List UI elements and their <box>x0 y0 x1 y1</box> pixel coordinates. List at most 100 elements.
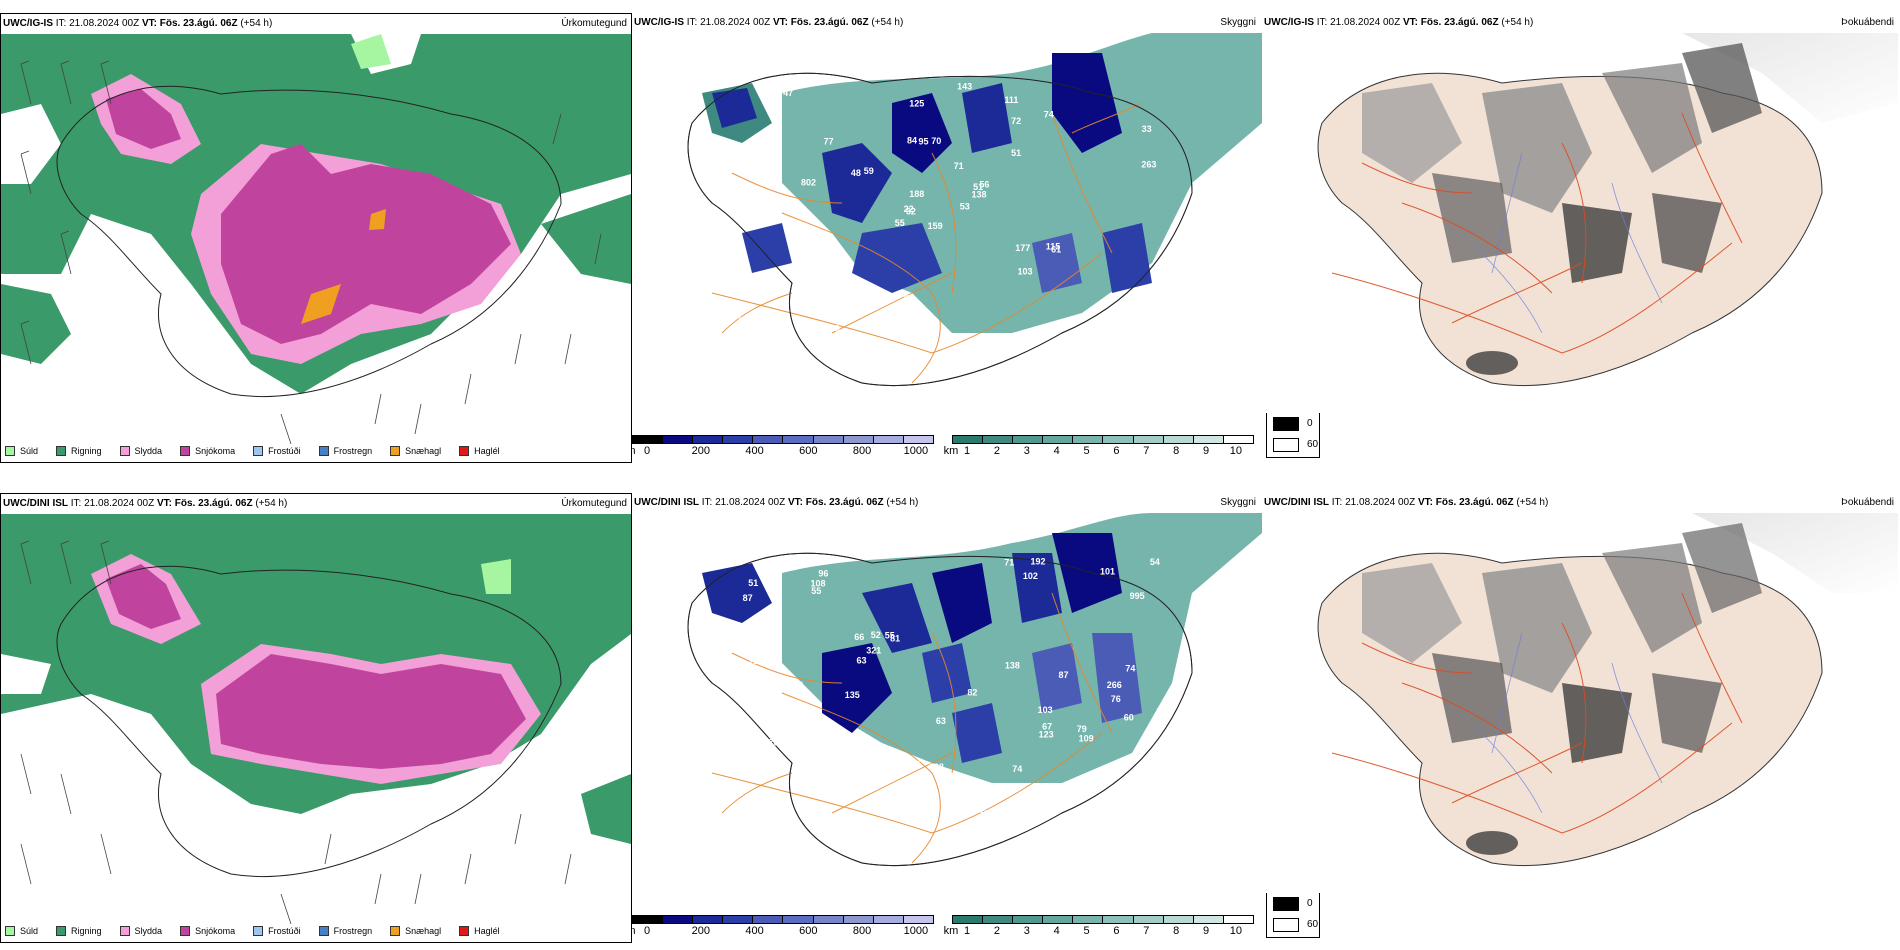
visibility-value: 62 <box>773 276 783 286</box>
visibility-map-2: 1037680968155127102665587465157627463825… <box>687 513 1262 866</box>
colorbar-tick: 2 <box>993 445 1001 457</box>
visibility-value: 190 <box>765 133 780 143</box>
colorbar-tick: 400 <box>745 445 764 457</box>
visibility-value: 67 <box>1042 722 1052 732</box>
colorbar-cell <box>663 916 694 923</box>
visibility-labels-1: 159 52 62 78 51 95 111 70 72 53 47 60 49 33 55 51 35 84 71… <box>705 81 1156 342</box>
colorbar-tick: 5 <box>1083 925 1090 937</box>
visibility-value: 63 <box>936 716 946 726</box>
colorbar-tick: 9 <box>1202 445 1210 457</box>
visibility-value: 55 <box>1064 782 1074 792</box>
visibility-value: 82 <box>967 688 977 698</box>
cloud-map-1 <box>1317 33 1898 386</box>
visibility-value: 62 <box>906 207 916 217</box>
colorbar-tick: 600 <box>799 445 818 457</box>
colorbar-tick: 600 <box>799 925 818 937</box>
colorbar-cell <box>903 916 933 923</box>
visibility-value: 96 <box>818 569 828 579</box>
visibility-value: 177 <box>1015 243 1030 253</box>
visibility-value: 187 <box>743 333 758 343</box>
visibility-value: 74 <box>1125 663 1135 673</box>
colorbar-cell <box>1193 916 1224 923</box>
visibility-value: 123 <box>1039 730 1054 740</box>
visibility-value: 269 <box>1128 299 1143 309</box>
visibility-value: 84 <box>907 136 917 146</box>
visibility-value: 317 <box>727 752 742 762</box>
visibility-value: 103 <box>1018 267 1033 277</box>
precip-map-1 <box>1 34 631 454</box>
visibility-value: 87 <box>743 593 753 603</box>
visibility-value: 97 <box>796 730 806 740</box>
visibility-value: 49 <box>758 191 768 201</box>
colorbar-cell <box>1193 436 1224 443</box>
colorbar-cell <box>633 916 664 923</box>
visibility-value: 321 <box>866 645 881 655</box>
visibility-value: 99 <box>904 293 914 303</box>
panel-header: UWC/DINI ISL IT: 21.08.2024 00Z VT: Fös.… <box>3 498 288 509</box>
colorbar-cell <box>1163 436 1194 443</box>
legend-item-sudd: Súld <box>5 446 38 456</box>
visibility-value: 341 <box>705 169 720 179</box>
visibility-value: 103 <box>1038 705 1053 715</box>
visibility-value: 71 <box>954 161 964 171</box>
colorbar-cell <box>1073 436 1104 443</box>
legend-item-slydda: Slydda <box>119 446 162 456</box>
visibility-value: 22 <box>904 204 914 214</box>
colorbar-tick: 10 <box>1229 445 1242 457</box>
colorbar-tick: 400 <box>745 925 764 937</box>
cloud-panel-2: UWC/DINI ISL IT: 21.08.2024 00Z VT: Fös.… <box>1262 493 1898 893</box>
colorbar-tick: 3 <box>1023 445 1030 457</box>
visibility-value: 64 <box>724 182 734 192</box>
visibility-value: 13 <box>1156 706 1166 716</box>
colorbar-cell <box>953 436 984 443</box>
precip-map-2 <box>1 514 631 934</box>
visibility-value: 995 <box>1130 591 1145 601</box>
colorbar-tick: 8 <box>1173 445 1180 457</box>
height-colorbar-1: m02004006008001000 <box>632 435 934 457</box>
colorbar-cell <box>1043 916 1074 923</box>
colorbar-tick: 5 <box>1083 445 1090 457</box>
visibility-value: 54 <box>1150 557 1160 567</box>
colorbar-cell <box>633 436 664 443</box>
visibility-value: 126 <box>953 793 968 803</box>
visibility-value: 281 <box>1107 801 1122 811</box>
visibility-value: 183 <box>788 680 803 690</box>
visibility-value: 66 <box>812 305 822 315</box>
visibility-value: 51 <box>1011 148 1021 158</box>
colorbar-tick: 9 <box>1202 925 1210 937</box>
visibility-value: 101 <box>1100 566 1115 576</box>
cloud-legend-2: 0 60 <box>1266 892 1320 938</box>
visibility-value: 55 <box>895 218 905 228</box>
visibility-value: 108 <box>811 579 826 589</box>
visibility-value: 138 <box>972 190 987 200</box>
visibility-value: 58 <box>739 316 749 326</box>
colorbar-cell <box>1223 916 1253 923</box>
visibility-value: 78 <box>738 304 748 314</box>
visibility-value: 53 <box>960 202 970 212</box>
visibility-value: 215 <box>828 747 843 757</box>
visibility-value: 200 <box>768 738 783 748</box>
visibility-value: 72 <box>749 656 759 666</box>
visibility-value: 95 <box>919 136 929 146</box>
legend-item-snaehagl: Snæhagl <box>390 446 441 456</box>
visibility-value: 108 <box>826 274 841 284</box>
colorbar-cell <box>873 916 904 923</box>
legend-item-snjokoma: Snjókoma <box>180 446 235 456</box>
visibility-value: 107 <box>761 572 776 582</box>
visibility-value: 71 <box>1004 558 1014 568</box>
visibility-value: 159 <box>928 221 943 231</box>
colorbar-cell <box>1043 436 1074 443</box>
visibility-value: 76 <box>1111 694 1121 704</box>
colorbar-tick: 10 <box>1229 925 1242 937</box>
visibility-value: 46 <box>743 682 753 692</box>
colorbar-tick: 1 <box>964 445 971 457</box>
visibility-value: 266 <box>1107 680 1122 690</box>
colorbar-tick: 800 <box>852 925 872 937</box>
colorbar-cell <box>983 916 1014 923</box>
legend-item-frostregn: Frostregn <box>318 446 372 456</box>
visibility-value: 79 <box>1077 724 1087 734</box>
colorbar-tick: 8 <box>1173 925 1180 937</box>
colorbar-cell <box>1133 916 1164 923</box>
visibility-value: 61 <box>1051 245 1061 255</box>
legend-item-frostudi: Frostúði <box>253 446 301 456</box>
